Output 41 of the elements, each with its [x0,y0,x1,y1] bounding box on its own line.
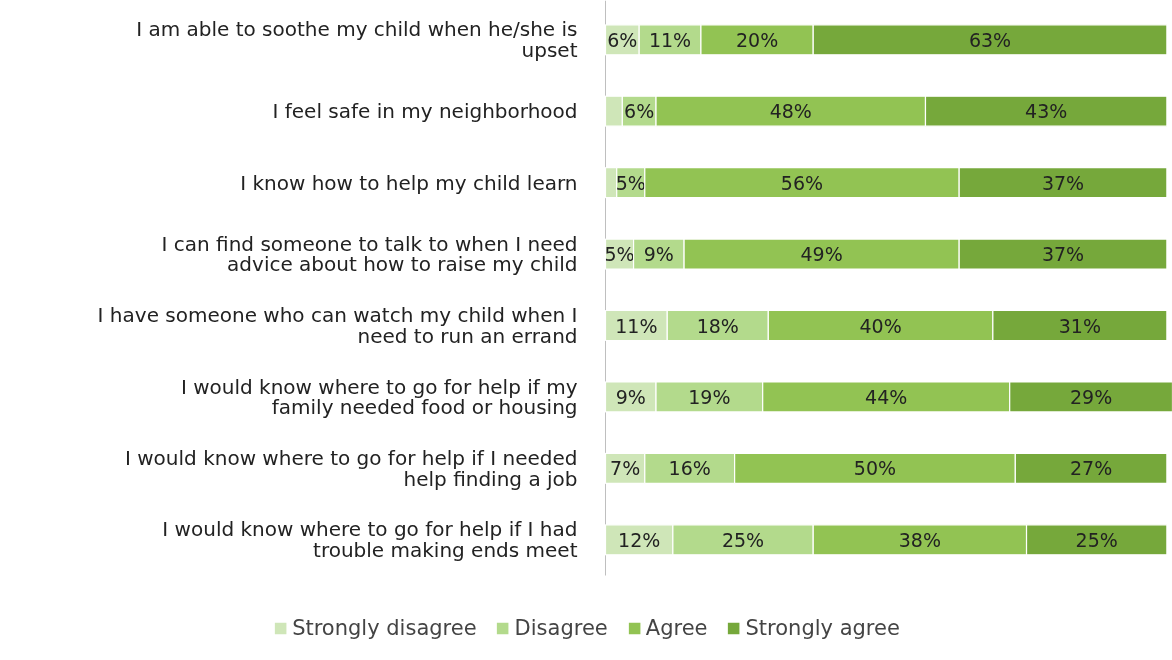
data-label: 48% [769,100,812,123]
data-label: 37% [1041,171,1085,194]
y-tick-label: I would know where to go for help if my family needed food or housing [180,374,578,420]
data-label: 25% [721,528,765,551]
data-label: 29% [1069,385,1113,408]
data-label: 18% [696,314,739,337]
data-label: 56% [780,171,824,194]
data-label: 11% [648,28,692,51]
data-label: 9% [615,385,646,408]
legend-label: Strongly disagree [292,616,477,640]
data-label: 20% [735,28,779,51]
y-tick-label: I have someone who can watch my child when I need to run an errand [97,303,578,348]
data-label: 43% [1025,100,1068,123]
legend-label: Agree [645,616,708,640]
y-tick-label: I would know where to go for help if I had trouble making ends meet [162,517,578,563]
legend-label: Strongly agree [745,616,900,640]
data-label: 7% [610,457,641,480]
data-label: 40% [859,314,902,337]
data-label: 44% [865,385,908,408]
data-label: 6% [624,100,655,123]
data-label: 12% [618,528,661,551]
data-label: 5% [604,243,635,266]
data-label: 27% [1069,457,1113,480]
data-label: 11% [615,314,658,337]
legend-label: Disagree [514,616,608,640]
data-label: 49% [800,243,843,266]
data-label: 63% [968,28,1012,51]
y-tick-label: I am able to soothe my child when he/she is upset [136,17,578,63]
data-label: 6% [607,28,638,51]
y-tick-label: I feel safe in my neighborhood [272,99,578,124]
y-tick-label: I can find someone to talk to when I need advice about how to raise my child [161,231,578,277]
data-label: 9% [643,243,674,266]
y-tick-label: I know how to help my child learn [240,170,578,195]
data-label: 38% [898,528,941,551]
y-tick-label: I would know where to go for help if I needed help finding a job [125,446,578,491]
data-label: 25% [1075,528,1118,551]
data-label: 31% [1058,314,1101,337]
data-label: 50% [853,457,897,480]
data-label: 37% [1041,243,1085,266]
data-label: 19% [688,385,731,408]
data-label: 16% [668,457,711,480]
